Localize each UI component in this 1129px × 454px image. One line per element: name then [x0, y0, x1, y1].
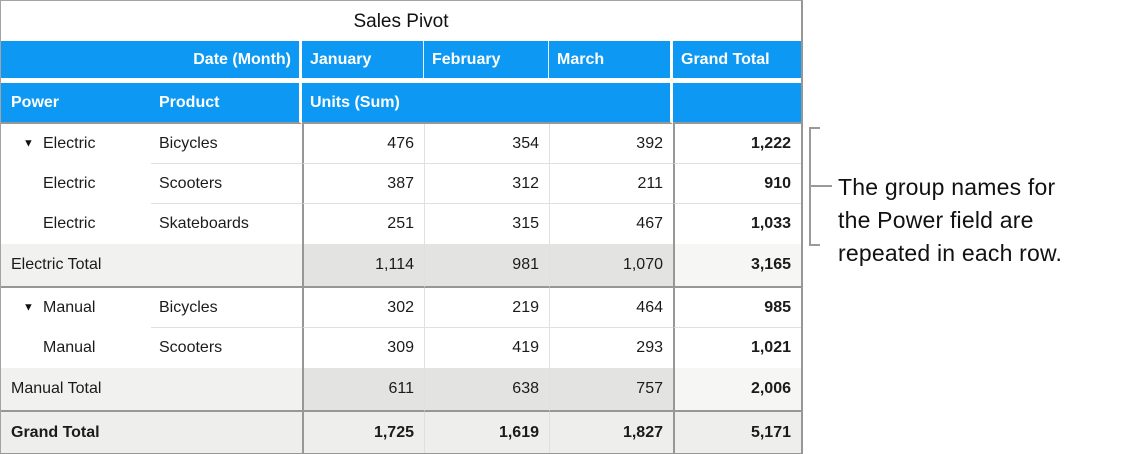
- group-cell-power[interactable]: Electric: [1, 204, 151, 244]
- value-cell-february[interactable]: 312: [424, 164, 549, 204]
- subtotal-cell-february[interactable]: 638: [424, 368, 549, 412]
- value-cell-grand-total[interactable]: 1,222: [673, 124, 801, 164]
- annotation-line: repeated in each row.: [838, 240, 1063, 266]
- table-title[interactable]: Sales Pivot: [1, 1, 801, 41]
- subtotal-cell-grand-total[interactable]: 3,165: [673, 244, 801, 288]
- column-header-date-month[interactable]: Date (Month): [1, 41, 302, 78]
- pivot-table: Sales Pivot Date (Month) January Februar…: [0, 0, 803, 454]
- bracket-top-tick: [809, 127, 820, 129]
- group-name: Electric: [43, 215, 96, 232]
- subtotal-cell-march[interactable]: 1,070: [549, 244, 673, 288]
- subtotal-cell-february[interactable]: 981: [424, 244, 549, 288]
- value-cell-grand-total[interactable]: 1,021: [673, 328, 801, 368]
- subtotal-label[interactable]: Electric Total: [1, 244, 302, 288]
- annotation-line: The group names for: [838, 174, 1056, 200]
- subtotal-cell-grand-total[interactable]: 2,006: [673, 368, 801, 412]
- annotation-line: the Power field are: [838, 207, 1034, 233]
- column-header-february[interactable]: February: [424, 41, 549, 78]
- value-cell-january[interactable]: 302: [302, 288, 424, 328]
- product-cell[interactable]: Skateboards: [159, 215, 249, 232]
- field-header-units-sum[interactable]: Units (Sum): [302, 83, 673, 124]
- group-name: Manual: [43, 299, 96, 316]
- group-cell-power[interactable]: Manual: [1, 328, 151, 368]
- grand-total-cell-january[interactable]: 1,725: [302, 412, 424, 453]
- grand-total-cell-march[interactable]: 1,827: [549, 412, 673, 453]
- value-cell-march[interactable]: 392: [549, 124, 673, 164]
- group-cell-power[interactable]: ▼ Electric: [1, 124, 151, 164]
- value-cell-march[interactable]: 464: [549, 288, 673, 328]
- field-header-product[interactable]: Product: [151, 83, 302, 124]
- column-header-march[interactable]: March: [549, 41, 673, 78]
- value-cell-grand-total[interactable]: 1,033: [673, 204, 801, 244]
- column-header-grand-total[interactable]: Grand Total: [673, 41, 801, 78]
- group-cell-power[interactable]: ▼ Manual: [1, 288, 151, 328]
- value-cell-february[interactable]: 419: [424, 328, 549, 368]
- group-name: Electric: [43, 135, 96, 152]
- grand-total-cell-grand-total[interactable]: 5,171: [673, 412, 801, 453]
- value-cell-grand-total[interactable]: 910: [673, 164, 801, 204]
- value-cell-january[interactable]: 309: [302, 328, 424, 368]
- value-cell-january[interactable]: 251: [302, 204, 424, 244]
- bracket-bottom-tick: [809, 244, 820, 246]
- disclosure-triangle-icon[interactable]: ▼: [23, 301, 34, 314]
- field-header-power[interactable]: Power: [1, 83, 151, 124]
- grand-total-cell-february[interactable]: 1,619: [424, 412, 549, 453]
- product-cell[interactable]: Bicycles: [151, 124, 302, 164]
- subtotal-cell-march[interactable]: 757: [549, 368, 673, 412]
- subtotal-label[interactable]: Manual Total: [1, 368, 302, 412]
- product-cell[interactable]: Scooters: [151, 164, 302, 204]
- value-cell-march[interactable]: 211: [549, 164, 673, 204]
- header-divider: [1, 78, 801, 83]
- product-cell[interactable]: Bicycles: [151, 288, 302, 328]
- grand-total-label[interactable]: Grand Total: [1, 412, 302, 453]
- value-cell-january[interactable]: 476: [302, 124, 424, 164]
- value-cell-march[interactable]: 293: [549, 328, 673, 368]
- subtotal-cell-january[interactable]: 611: [302, 368, 424, 412]
- group-name: Electric: [43, 175, 96, 192]
- group-cell-power[interactable]: Electric: [1, 164, 151, 204]
- value-cell-february[interactable]: 219: [424, 288, 549, 328]
- value-cell-january[interactable]: 387: [302, 164, 424, 204]
- group-name: Manual: [43, 339, 96, 356]
- field-header-empty[interactable]: [673, 83, 801, 124]
- column-header-january[interactable]: January: [302, 41, 424, 78]
- value-cell-march[interactable]: 467: [549, 204, 673, 244]
- value-cell-february[interactable]: 354: [424, 124, 549, 164]
- bracket-pointer-tick: [811, 185, 832, 187]
- subtotal-cell-january[interactable]: 1,114: [302, 244, 424, 288]
- bracket-vertical-line: [809, 127, 811, 246]
- value-cell-february[interactable]: 315: [424, 204, 549, 244]
- value-cell-grand-total[interactable]: 985: [673, 288, 801, 328]
- product-cell[interactable]: Scooters: [159, 339, 223, 356]
- disclosure-triangle-icon[interactable]: ▼: [23, 137, 34, 150]
- annotation-text: The group names for the Power field are …: [838, 171, 1062, 270]
